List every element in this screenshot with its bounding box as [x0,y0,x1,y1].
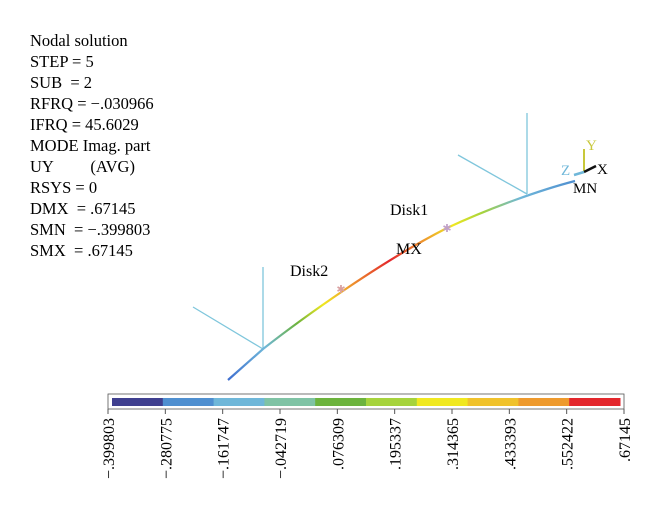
disk2-marker: ✱ [336,284,345,296]
support-right [457,113,528,195]
legend-color-cell [467,398,519,406]
disk1-marker: ✱ [442,223,451,235]
legend-tick-label: −.280775 [158,418,175,479]
legend-color-cell [315,398,367,406]
legend-tick-label: −.161747 [216,418,233,479]
disk2-label: Disk2 [290,263,328,280]
legend-tick-label: −.399803 [101,418,118,479]
legend-tick-label: .433393 [502,418,519,470]
disk1-label: Disk1 [390,202,428,219]
legend-color-cell [264,398,316,406]
info-line: UY (AVG) [30,157,135,176]
legend-color-cell [112,398,164,406]
info-line: IFRQ = 45.6029 [30,115,139,134]
legend-color-cell [569,398,621,406]
support-left [192,267,264,350]
triad-x-label: X [597,162,608,178]
info-line: DMX = .67145 [30,199,136,218]
triad-z-label: Z [561,163,570,179]
info-line: MODE Imag. part [30,136,151,155]
legend-color-cell [416,398,469,406]
axis-triad: Y X Z [561,138,608,179]
info-line: SMN = −.399803 [30,220,151,239]
legend-tick-label: .67145 [617,418,634,462]
triad-y-label: Y [586,138,597,154]
legend-color-cell [162,398,215,406]
legend-color-cell [213,398,265,406]
legend-tick-label: .076309 [330,418,347,470]
legend-tick-label: .552422 [560,418,577,470]
mx-label: MX [396,241,422,258]
legend-color-cell [366,398,418,406]
legend-tick-label: .314365 [445,418,462,470]
legend-color-cell [518,398,570,406]
nodal-solution-info: Nodal solution STEP = 5 SUB = 2 RFRQ = −.03… [30,30,154,261]
info-line: SMX = .67145 [30,241,133,260]
info-line: SUB = 2 [30,73,93,92]
info-line: STEP = 5 [30,52,94,71]
mn-label: MN [573,181,597,197]
legend-tick-label: −.042719 [273,418,290,479]
legend-tick-label: .195337 [388,418,405,470]
shaft-beam [227,179,576,381]
color-legend: −.399803 −.280775 −.161747 −.042719 .076309.… [101,393,634,479]
info-line: RFRQ = −.030966 [30,94,154,113]
info-line: Nodal solution [30,31,128,50]
info-line: RSYS = 0 [30,178,98,197]
